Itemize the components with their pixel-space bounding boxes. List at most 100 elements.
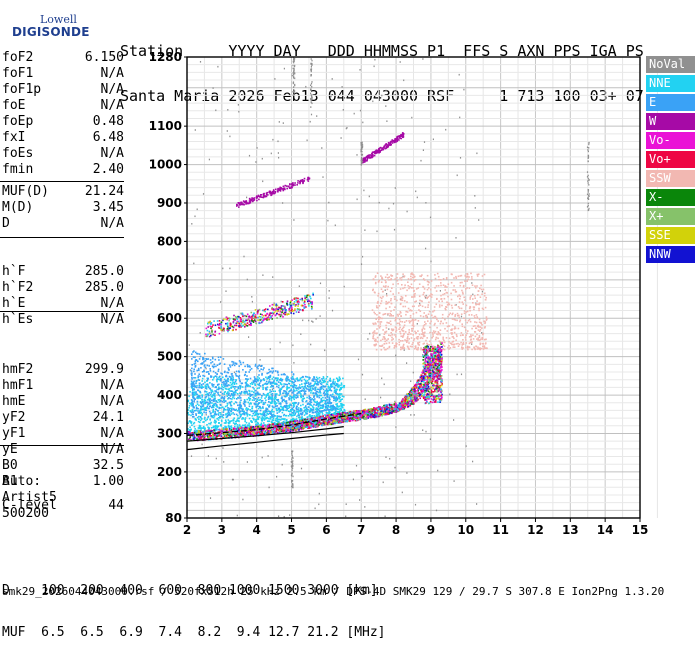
- echo-point: [234, 365, 236, 367]
- echo-point: [238, 104, 239, 106]
- echo-point: [266, 395, 268, 397]
- echo-point: [188, 439, 190, 441]
- echo-point: [450, 342, 452, 344]
- echo-point: [428, 302, 430, 304]
- echo-point: [452, 289, 454, 291]
- echo-point: [220, 301, 221, 303]
- echo-point: [413, 321, 415, 323]
- echo-point: [326, 399, 328, 401]
- echo-point: [331, 396, 333, 398]
- echo-point: [329, 387, 331, 389]
- echo-point: [289, 514, 290, 516]
- echo-point: [343, 409, 345, 411]
- echo-point: [396, 277, 398, 279]
- echo-point: [312, 415, 314, 417]
- echo-point: [341, 398, 343, 400]
- echo-point: [384, 336, 386, 338]
- echo-point: [194, 410, 196, 412]
- echo-point: [299, 384, 301, 386]
- echo-point: [394, 278, 396, 280]
- echo-point: [412, 334, 414, 336]
- echo-point: [378, 280, 380, 282]
- echo-point: [218, 419, 220, 421]
- echo-point: [400, 333, 402, 335]
- echo-point: [429, 323, 431, 325]
- echo-point: [209, 392, 211, 394]
- echo-point: [437, 338, 439, 340]
- echo-point: [191, 364, 193, 366]
- echo-point: [313, 407, 315, 409]
- echo-point: [453, 285, 455, 287]
- echo-point: [285, 384, 287, 386]
- echo-point: [410, 317, 412, 319]
- echo-point: [412, 342, 414, 344]
- echo-point: [362, 374, 363, 376]
- echo-point: [385, 303, 387, 305]
- echo-point: [305, 390, 307, 392]
- echo-point: [195, 377, 197, 379]
- echo-point: [373, 279, 375, 281]
- echo-point: [311, 390, 313, 392]
- echo-point: [268, 406, 270, 408]
- echo-point: [244, 419, 246, 421]
- echo-point: [313, 409, 315, 411]
- echo-point: [321, 387, 323, 389]
- echo-point: [279, 379, 281, 381]
- echo-point: [233, 395, 235, 397]
- echo-point: [292, 390, 294, 392]
- echo-point: [411, 337, 413, 339]
- echo-point: [414, 280, 416, 282]
- echo-point: [486, 316, 488, 318]
- echo-point: [385, 276, 387, 278]
- echo-point: [256, 406, 258, 408]
- echo-point: [252, 406, 254, 408]
- echo-point: [418, 320, 420, 322]
- echo-point: [374, 332, 376, 334]
- echo-point: [194, 373, 196, 375]
- echo-point: [412, 323, 414, 325]
- echo-point: [200, 420, 202, 422]
- echo-point: [434, 332, 436, 334]
- echo-point: [242, 383, 244, 385]
- echo-point: [441, 301, 443, 303]
- echo-point: [268, 399, 270, 401]
- echo-point: [233, 361, 235, 363]
- echo-point: [318, 504, 319, 506]
- echo-point: [477, 339, 479, 341]
- echo-point: [390, 278, 392, 280]
- echo-point: [201, 386, 203, 388]
- echo-point: [397, 280, 399, 282]
- echo-point: [203, 361, 205, 363]
- echo-point: [399, 277, 401, 279]
- echo-point: [461, 374, 462, 376]
- echo-point: [242, 369, 244, 371]
- echo-point: [428, 313, 430, 315]
- echo-point: [206, 410, 208, 412]
- echo-point: [203, 383, 205, 385]
- echo-point: [255, 390, 257, 392]
- echo-point: [280, 342, 281, 344]
- echo-point: [415, 333, 417, 335]
- echo-point: [367, 338, 368, 340]
- echo-point: [435, 278, 437, 280]
- echo-point: [410, 321, 412, 323]
- echo-point: [434, 324, 436, 326]
- echo-point: [330, 389, 332, 391]
- echo-point: [220, 404, 222, 406]
- echo-point: [217, 392, 219, 394]
- echo-point: [383, 347, 385, 349]
- echo-point: [191, 370, 193, 372]
- echo-point: [290, 404, 292, 406]
- echo-point: [199, 395, 201, 397]
- echo-point: [453, 338, 455, 340]
- echo-point: [197, 410, 199, 412]
- echo-point: [198, 418, 200, 420]
- echo-point: [394, 347, 396, 349]
- echo-point: [331, 402, 333, 404]
- echo-point: [469, 310, 471, 312]
- echo-point: [360, 110, 361, 112]
- echo-point: [430, 261, 431, 263]
- echo-point: [415, 191, 416, 193]
- echo-point: [210, 497, 211, 499]
